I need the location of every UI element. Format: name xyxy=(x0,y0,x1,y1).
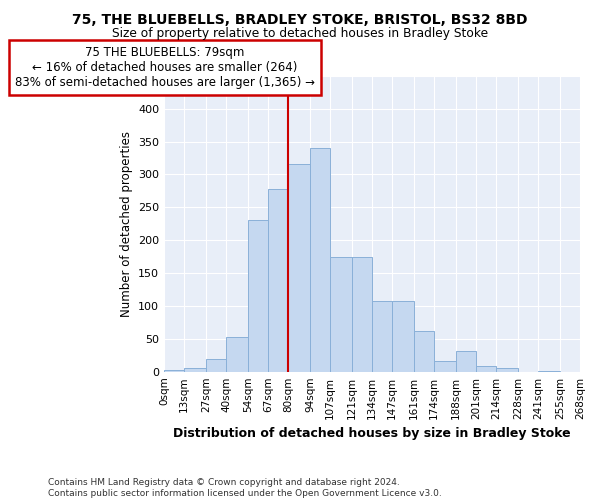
Bar xyxy=(456,350,476,372)
Bar xyxy=(372,300,392,372)
Text: Contains HM Land Registry data © Crown copyright and database right 2024.
Contai: Contains HM Land Registry data © Crown c… xyxy=(48,478,442,498)
Text: 75, THE BLUEBELLS, BRADLEY STOKE, BRISTOL, BS32 8BD: 75, THE BLUEBELLS, BRADLEY STOKE, BRISTO… xyxy=(72,12,528,26)
Y-axis label: Number of detached properties: Number of detached properties xyxy=(119,131,133,317)
Bar xyxy=(184,368,206,372)
Bar xyxy=(288,164,310,372)
Bar xyxy=(538,371,560,372)
Bar xyxy=(206,358,226,372)
Bar xyxy=(476,366,496,372)
Bar xyxy=(352,256,372,372)
Bar xyxy=(434,360,456,372)
X-axis label: Distribution of detached houses by size in Bradley Stoke: Distribution of detached houses by size … xyxy=(173,427,571,440)
Bar xyxy=(268,189,288,372)
Bar xyxy=(226,337,248,372)
Bar xyxy=(310,148,330,372)
Bar xyxy=(164,370,184,372)
Bar xyxy=(330,256,352,372)
Text: Size of property relative to detached houses in Bradley Stoke: Size of property relative to detached ho… xyxy=(112,28,488,40)
Bar xyxy=(496,368,518,372)
Bar xyxy=(248,220,268,372)
Bar xyxy=(414,331,434,372)
Text: 75 THE BLUEBELLS: 79sqm
← 16% of detached houses are smaller (264)
83% of semi-d: 75 THE BLUEBELLS: 79sqm ← 16% of detache… xyxy=(15,46,315,89)
Bar xyxy=(392,300,414,372)
